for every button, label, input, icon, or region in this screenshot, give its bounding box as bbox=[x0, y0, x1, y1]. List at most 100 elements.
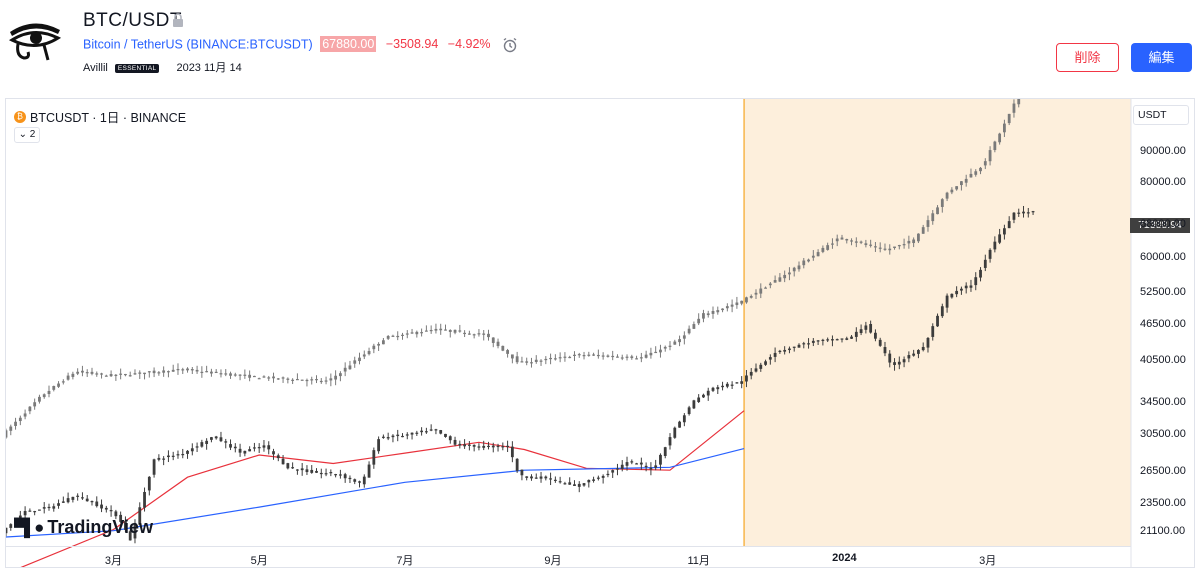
fractal-candle bbox=[854, 241, 858, 243]
fractal-candle bbox=[625, 356, 629, 358]
fractal-candle bbox=[181, 369, 185, 371]
price-chart[interactable] bbox=[6, 99, 1195, 568]
price-candle bbox=[310, 469, 314, 473]
price-candle bbox=[979, 269, 982, 278]
price-candle bbox=[955, 290, 959, 295]
tradingview-logo: ▀▌● TradingView bbox=[14, 517, 153, 538]
price-candle bbox=[1022, 211, 1025, 214]
fractal-candle bbox=[783, 274, 787, 279]
price-candle bbox=[821, 339, 825, 342]
price-tick-label: 68000.00 bbox=[1140, 218, 1186, 231]
fractal-candle bbox=[257, 378, 261, 380]
fractal-candle bbox=[195, 369, 199, 372]
price-candle bbox=[639, 462, 643, 465]
legend-collapse-button[interactable]: ⌄ 2 bbox=[14, 127, 40, 143]
price-candle bbox=[334, 474, 338, 476]
alarm-clock-icon[interactable] bbox=[502, 37, 518, 53]
price-candle bbox=[319, 472, 323, 475]
price-candle bbox=[1031, 211, 1035, 213]
price-candle bbox=[687, 407, 691, 415]
fractal-candle bbox=[721, 308, 724, 311]
fractal-candle bbox=[439, 328, 443, 331]
fractal-candle bbox=[907, 240, 911, 244]
fractal-candle bbox=[286, 378, 290, 380]
fractal-candle bbox=[630, 356, 634, 359]
fractal-candle bbox=[152, 370, 156, 374]
fractal-candle bbox=[979, 167, 982, 172]
price-candle bbox=[14, 519, 17, 525]
fractal-candle bbox=[558, 357, 562, 359]
fractal-candle bbox=[343, 367, 347, 372]
price-candle bbox=[611, 470, 615, 473]
price-candle bbox=[993, 241, 997, 250]
fractal-candle bbox=[960, 181, 963, 186]
fractal-candle bbox=[243, 374, 247, 376]
exchange-symbol-link[interactable]: (BINANCE:BTCUSDT) bbox=[186, 37, 313, 52]
price-tick-label: 60000.00 bbox=[1140, 250, 1186, 263]
fractal-candle bbox=[687, 328, 691, 334]
price-candle bbox=[515, 458, 519, 471]
fractal-candle bbox=[740, 300, 744, 304]
author-name[interactable]: Avillil bbox=[83, 62, 108, 74]
fractal-candle bbox=[840, 237, 844, 240]
price-candle bbox=[76, 495, 80, 497]
fractal-candle bbox=[993, 141, 997, 151]
price-candle bbox=[678, 421, 681, 428]
price-candle bbox=[644, 465, 648, 468]
price-candle bbox=[439, 430, 443, 434]
fractal-candle bbox=[850, 240, 853, 242]
delete-button[interactable]: 削除 bbox=[1056, 43, 1119, 72]
price-candle bbox=[181, 453, 185, 456]
price-candle bbox=[253, 447, 256, 449]
fractal-candle bbox=[477, 333, 481, 335]
fractal-candle bbox=[291, 379, 295, 381]
fractal-candle bbox=[568, 356, 572, 359]
price-candle bbox=[157, 457, 161, 460]
symbol-name-link[interactable]: Bitcoin / TetherUS bbox=[83, 37, 183, 52]
fractal-candle bbox=[66, 375, 70, 380]
fractal-candle bbox=[745, 297, 748, 303]
fractal-candle bbox=[697, 318, 701, 324]
edit-button[interactable]: 編集 bbox=[1131, 43, 1192, 72]
price-candle bbox=[754, 368, 758, 372]
price-candle bbox=[807, 343, 810, 345]
fractal-candle bbox=[515, 356, 519, 363]
price-candle bbox=[210, 437, 213, 440]
eye-of-horus-avatar[interactable] bbox=[8, 18, 62, 62]
price-candle bbox=[673, 427, 677, 438]
currency-selector[interactable]: USDT bbox=[1133, 105, 1189, 125]
price-candle bbox=[267, 445, 271, 450]
fractal-candle bbox=[33, 402, 37, 407]
fractal-candle bbox=[281, 377, 285, 379]
fractal-candle bbox=[702, 313, 705, 319]
fractal-candle bbox=[315, 379, 318, 381]
fractal-candle bbox=[649, 352, 653, 356]
price-candle bbox=[434, 429, 438, 431]
fractal-candle bbox=[114, 374, 118, 377]
fractal-candle bbox=[143, 372, 146, 375]
fractal-candle bbox=[9, 426, 13, 431]
fractal-candle bbox=[300, 379, 304, 381]
fractal-candle bbox=[596, 354, 600, 357]
price-candle bbox=[300, 468, 304, 471]
fractal-candle bbox=[768, 283, 772, 286]
time-axis[interactable]: 3月 5月 7月 9月 11月 2024 3月 bbox=[6, 546, 1131, 567]
fractal-candle bbox=[61, 381, 65, 383]
price-candle bbox=[811, 340, 815, 343]
price-candle bbox=[405, 434, 409, 436]
price-tick-label: 26500.00 bbox=[1140, 465, 1186, 478]
chevron-down-icon: ⌄ bbox=[18, 129, 28, 140]
price-candle bbox=[9, 524, 13, 528]
price-candle bbox=[214, 436, 218, 439]
fractal-candle bbox=[998, 133, 1002, 143]
price-candle bbox=[902, 359, 906, 363]
price-candle bbox=[969, 285, 973, 288]
price-candle bbox=[28, 510, 32, 512]
price-candle bbox=[749, 371, 753, 376]
fractal-candle bbox=[931, 213, 935, 222]
price-candle bbox=[276, 455, 280, 459]
price-candle bbox=[859, 329, 863, 334]
price-change-percent: −4.92% bbox=[447, 37, 491, 52]
price-candle bbox=[487, 445, 490, 448]
chart-panel[interactable]: ₿ BTCUSDT · 1日 · BINANCE ⌄ 2 USDT 71388.… bbox=[5, 98, 1195, 568]
